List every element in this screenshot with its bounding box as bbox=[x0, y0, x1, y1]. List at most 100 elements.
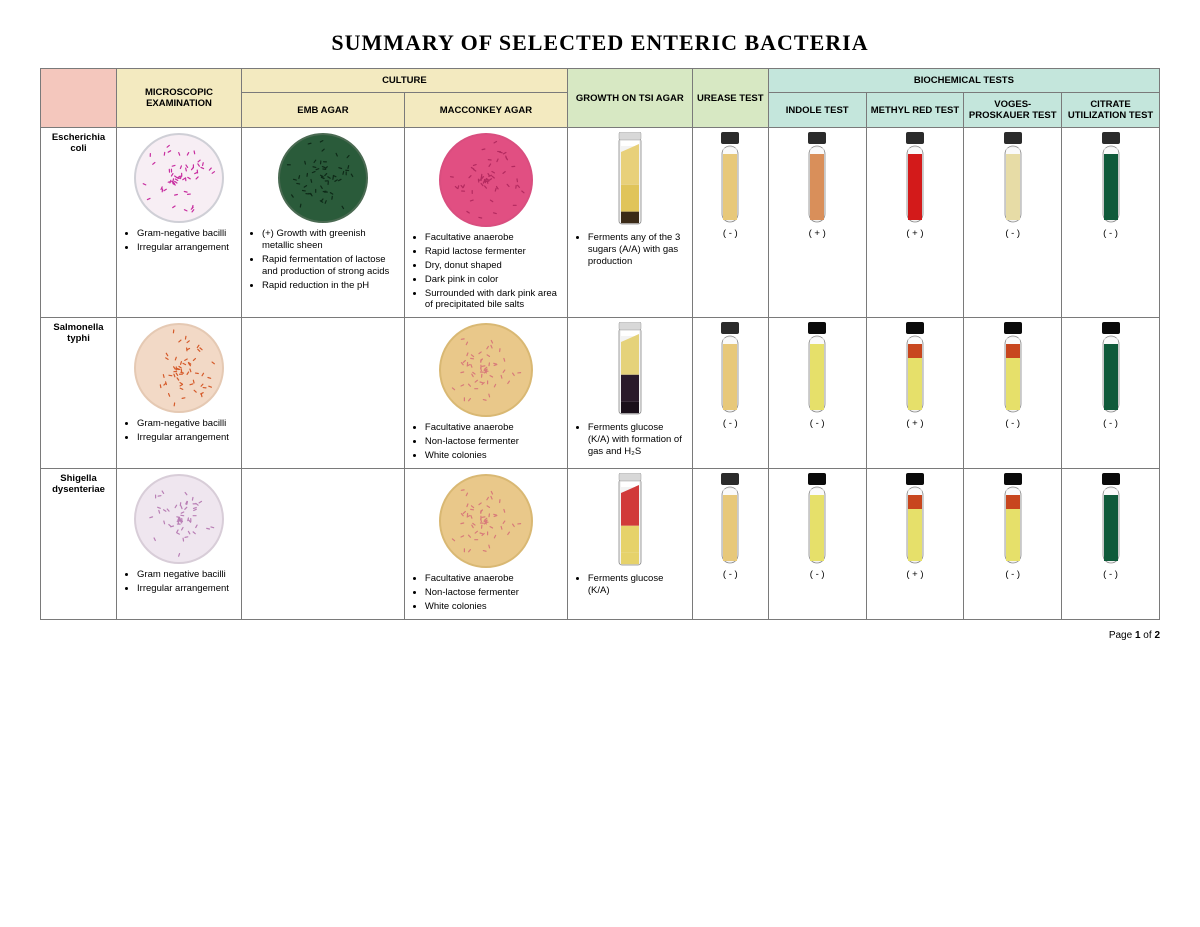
bullet-item: Irregular arrangement bbox=[137, 242, 235, 254]
test-tube-icon bbox=[903, 322, 927, 414]
cell-macconkey: Facultative anaerobeNon-lactose fermente… bbox=[404, 468, 567, 619]
organism-name: Shigella dysenteriae bbox=[41, 468, 117, 619]
footer-total: 2 bbox=[1154, 630, 1160, 641]
bullet-item: Rapid lactose fermenter bbox=[425, 246, 561, 258]
header-biochem: BIOCHEMICAL TESTS bbox=[768, 69, 1159, 93]
test-tube-icon bbox=[805, 473, 829, 565]
urease-result: ( - ) bbox=[699, 569, 762, 580]
bullet-item: Ferments glucose (K/A) with formation of… bbox=[588, 422, 686, 458]
bullet-item: Irregular arrangement bbox=[137, 432, 235, 444]
table-row: Escherichia coli Gram-negative bacilliIr… bbox=[41, 128, 1160, 318]
cell-vp: ( - ) bbox=[964, 468, 1062, 619]
cell-urease: ( - ) bbox=[692, 468, 768, 619]
bullet-item: Gram negative bacilli bbox=[137, 569, 235, 581]
tsi-slant-icon bbox=[615, 132, 645, 228]
bullet-list: Facultative anaerobeNon-lactose fermente… bbox=[411, 422, 561, 462]
cell-tsi: Ferments glucose (K/A) bbox=[567, 468, 692, 619]
footer-prefix: Page bbox=[1109, 630, 1135, 641]
bullet-list: Ferments glucose (K/A) with formation of… bbox=[574, 422, 686, 458]
test-tube-icon bbox=[1099, 473, 1123, 565]
citrate-result: ( - ) bbox=[1068, 228, 1153, 239]
urease-result: ( - ) bbox=[699, 228, 762, 239]
bullet-item: (+) Growth with greenish metallic sheen bbox=[262, 228, 398, 252]
bullet-item: White colonies bbox=[425, 601, 561, 613]
cell-emb: (+) Growth with greenish metallic sheenR… bbox=[241, 128, 404, 318]
tsi-slant-icon bbox=[615, 322, 645, 418]
bullet-item: Facultative anaerobe bbox=[425, 232, 561, 244]
bacteria-summary-table: MICROSCOPIC EXAMINATION CULTURE GROWTH O… bbox=[40, 68, 1160, 620]
header-blank bbox=[41, 69, 117, 128]
header-vp: VOGES-PROSKAUER TEST bbox=[964, 93, 1062, 128]
cell-methylred: ( + ) bbox=[866, 468, 964, 619]
table-row: Shigella dysenteriae Gram negative bacil… bbox=[41, 468, 1160, 619]
petri-plate-icon bbox=[133, 322, 225, 414]
page-footer: Page 1 of 2 bbox=[40, 630, 1160, 641]
bullet-item: Ferments any of the 3 sugars (A/A) with … bbox=[588, 232, 686, 268]
test-tube-icon bbox=[903, 132, 927, 224]
test-tube-icon bbox=[805, 132, 829, 224]
header-microscopic: MICROSCOPIC EXAMINATION bbox=[117, 69, 242, 128]
bullet-item: Rapid fermentation of lactose and produc… bbox=[262, 254, 398, 278]
cell-tsi: Ferments any of the 3 sugars (A/A) with … bbox=[567, 128, 692, 318]
footer-of: of bbox=[1141, 630, 1155, 641]
tsi-slant-icon bbox=[615, 473, 645, 569]
bullet-item: Dry, donut shaped bbox=[425, 260, 561, 272]
cell-citrate: ( - ) bbox=[1062, 128, 1160, 318]
test-tube-icon bbox=[718, 322, 742, 414]
bullet-list: Gram-negative bacilliIrregular arrangeme… bbox=[123, 228, 235, 254]
test-tube-icon bbox=[1001, 322, 1025, 414]
bullet-item: Irregular arrangement bbox=[137, 583, 235, 595]
table-row: Salmonella typhi Gram-negative bacilliIr… bbox=[41, 318, 1160, 469]
bullet-list: Gram-negative bacilliIrregular arrangeme… bbox=[123, 418, 235, 444]
indole-result: ( - ) bbox=[775, 418, 860, 429]
methylred-result: ( + ) bbox=[873, 569, 958, 580]
test-tube-icon bbox=[1001, 473, 1025, 565]
cell-macconkey: Facultative anaerobeNon-lactose fermente… bbox=[404, 318, 567, 469]
cell-vp: ( - ) bbox=[964, 318, 1062, 469]
indole-result: ( + ) bbox=[775, 228, 860, 239]
page-title: SUMMARY OF SELECTED ENTERIC BACTERIA bbox=[40, 30, 1160, 56]
citrate-result: ( - ) bbox=[1068, 569, 1153, 580]
bullet-item: Surrounded with dark pink area of precip… bbox=[425, 288, 561, 312]
header-citrate: CITRATE UTILIZATION TEST bbox=[1062, 93, 1160, 128]
cell-microscopic: Gram-negative bacilliIrregular arrangeme… bbox=[117, 128, 242, 318]
bullet-item: Non-lactose fermenter bbox=[425, 436, 561, 448]
bullet-item: Ferments glucose (K/A) bbox=[588, 573, 686, 597]
cell-methylred: ( + ) bbox=[866, 128, 964, 318]
bullet-list: (+) Growth with greenish metallic sheenR… bbox=[248, 228, 398, 291]
header-tsi: GROWTH ON TSI AGAR bbox=[567, 69, 692, 128]
petri-plate-icon bbox=[438, 322, 534, 418]
test-tube-icon bbox=[1001, 132, 1025, 224]
bullet-list: Facultative anaerobeNon-lactose fermente… bbox=[411, 573, 561, 613]
test-tube-icon bbox=[718, 473, 742, 565]
petri-plate-icon bbox=[438, 132, 534, 228]
petri-plate-icon bbox=[133, 132, 225, 224]
cell-microscopic: Gram negative bacilli Irregular arrangeme… bbox=[117, 468, 242, 619]
cell-indole: ( - ) bbox=[768, 318, 866, 469]
petri-plate-icon bbox=[438, 473, 534, 569]
cell-urease: ( - ) bbox=[692, 318, 768, 469]
indole-result: ( - ) bbox=[775, 569, 860, 580]
vp-result: ( - ) bbox=[970, 228, 1055, 239]
header-methylred: METHYL RED TEST bbox=[866, 93, 964, 128]
test-tube-icon bbox=[718, 132, 742, 224]
bullet-item: Rapid reduction in the pH bbox=[262, 280, 398, 292]
cell-vp: ( - ) bbox=[964, 128, 1062, 318]
bullet-item: Non-lactose fermenter bbox=[425, 587, 561, 599]
test-tube-icon bbox=[1099, 322, 1123, 414]
test-tube-icon bbox=[805, 322, 829, 414]
cell-indole: ( + ) bbox=[768, 128, 866, 318]
methylred-result: ( + ) bbox=[873, 418, 958, 429]
header-macconkey: MACCONKEY AGAR bbox=[404, 93, 567, 128]
cell-microscopic: Gram-negative bacilliIrregular arrangeme… bbox=[117, 318, 242, 469]
cell-methylred: ( + ) bbox=[866, 318, 964, 469]
header-urease: UREASE TEST bbox=[692, 69, 768, 128]
bullet-item: White colonies bbox=[425, 450, 561, 462]
bullet-item: Dark pink in color bbox=[425, 274, 561, 286]
cell-emb bbox=[241, 468, 404, 619]
bullet-list: Ferments any of the 3 sugars (A/A) with … bbox=[574, 232, 686, 268]
header-culture: CULTURE bbox=[241, 69, 567, 93]
methylred-result: ( + ) bbox=[873, 228, 958, 239]
cell-tsi: Ferments glucose (K/A) with formation of… bbox=[567, 318, 692, 469]
header-emb: EMB AGAR bbox=[241, 93, 404, 128]
